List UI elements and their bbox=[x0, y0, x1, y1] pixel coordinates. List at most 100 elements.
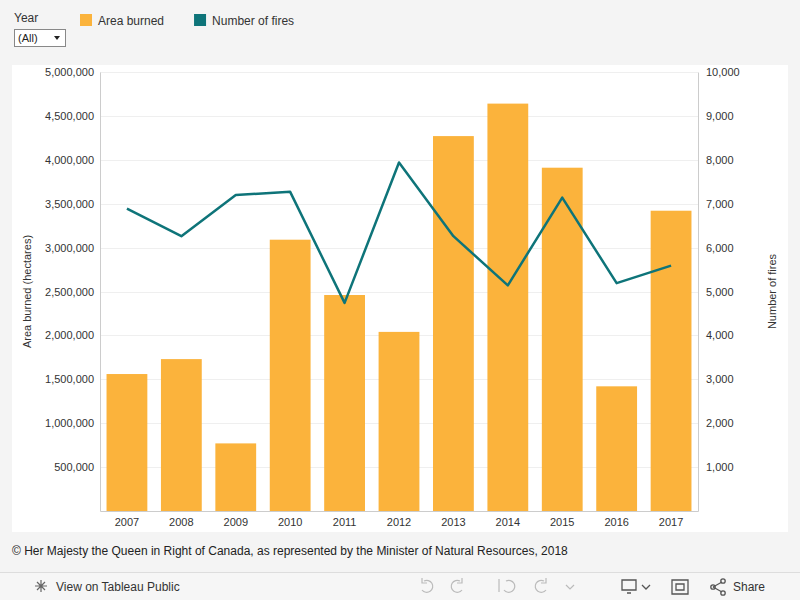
y2-tick-label: 1,000 bbox=[706, 461, 734, 473]
bar bbox=[324, 295, 365, 511]
x-tick-label: 2015 bbox=[550, 516, 574, 528]
x-axis-line bbox=[101, 511, 699, 512]
y-tick-label: 1,500,000 bbox=[45, 373, 94, 385]
y2-tick-label: 10,000 bbox=[706, 66, 740, 78]
y-tick: 5,000,000 bbox=[45, 66, 100, 78]
y2-tick-label: 3,000 bbox=[706, 373, 734, 385]
bar bbox=[379, 332, 420, 511]
y2-tick: 7,000 bbox=[698, 198, 734, 210]
legend-swatch bbox=[80, 14, 92, 26]
bar bbox=[215, 443, 256, 511]
share-dot[interactable] bbox=[721, 579, 725, 583]
y-tick: 1,500,000 bbox=[45, 373, 100, 385]
bar bbox=[487, 104, 528, 511]
y2-tick: 1,000 bbox=[698, 461, 734, 473]
tableau-icon[interactable] bbox=[35, 580, 47, 592]
x-tick-label: 2017 bbox=[659, 516, 683, 528]
x-tick-label: 2016 bbox=[604, 516, 628, 528]
bar bbox=[107, 374, 148, 511]
plot-marks bbox=[107, 104, 692, 511]
legend-label: Area burned bbox=[98, 14, 164, 28]
y2-tick: 2,000 bbox=[698, 417, 734, 429]
x-tick-label: 2012 bbox=[387, 516, 411, 528]
legend-label: Number of fires bbox=[212, 14, 294, 28]
x-tick: 2007 bbox=[115, 511, 139, 528]
x-tick: 2013 bbox=[441, 511, 465, 528]
x-tick-label: 2008 bbox=[169, 516, 193, 528]
filter-dropdown[interactable]: (All) bbox=[15, 30, 66, 47]
y-tick: 2,500,000 bbox=[45, 286, 100, 298]
y-tick: 500,000 bbox=[54, 461, 100, 473]
y-axis-line bbox=[100, 73, 101, 512]
copyright: © Her Majesty the Queen in Right of Cana… bbox=[12, 544, 568, 558]
x-tick: 2016 bbox=[604, 511, 628, 528]
bar-series bbox=[107, 104, 692, 511]
redo-icon[interactable] bbox=[451, 578, 462, 592]
y-tick: 2,000,000 bbox=[45, 329, 100, 341]
y-tick-label: 3,500,000 bbox=[45, 198, 94, 210]
toolbar-background bbox=[0, 572, 800, 600]
y2-axis-line bbox=[698, 73, 699, 512]
undo-icon[interactable] bbox=[422, 578, 433, 592]
y-tick-label: 4,000,000 bbox=[45, 154, 94, 166]
y-axis-title: Area burned (hectares) bbox=[21, 235, 33, 348]
grid-line bbox=[100, 72, 698, 73]
x-tick: 2014 bbox=[496, 511, 520, 528]
y2-tick-label: 8,000 bbox=[706, 154, 734, 166]
x-tick: 2011 bbox=[333, 511, 357, 528]
view-on-tableau-button[interactable]: View on Tableau Public bbox=[35, 580, 180, 594]
x-tick: 2008 bbox=[169, 511, 193, 528]
filter-value[interactable]: (All) bbox=[18, 32, 38, 44]
share-icon[interactable] bbox=[713, 582, 722, 592]
share-dot[interactable] bbox=[711, 585, 715, 589]
y-tick-label: 2,000,000 bbox=[45, 329, 94, 341]
chart-page: Year(All)Area burnedNumber of fires500,0… bbox=[0, 0, 800, 600]
pause-arrow[interactable] bbox=[566, 585, 574, 589]
chart-panel bbox=[12, 65, 788, 532]
bar bbox=[161, 359, 202, 511]
toolbar-icons[interactable] bbox=[422, 578, 574, 592]
grid-line bbox=[100, 204, 698, 205]
refresh-icon[interactable] bbox=[535, 578, 546, 592]
y2-tick-label: 2,000 bbox=[706, 417, 734, 429]
grid-line bbox=[100, 248, 698, 249]
y-tick-label: 1,000,000 bbox=[45, 417, 94, 429]
x-tick: 2009 bbox=[224, 511, 248, 528]
share-label[interactable]: Share bbox=[733, 580, 765, 594]
y2-tick-label: 5,000 bbox=[706, 286, 734, 298]
y2-tick-label: 7,000 bbox=[706, 198, 734, 210]
y-tick-label: 3,000,000 bbox=[45, 242, 94, 254]
y2-tick-label: 4,000 bbox=[706, 329, 734, 341]
legend-item: Number of fires bbox=[194, 14, 294, 28]
download-arrow[interactable] bbox=[642, 585, 650, 589]
bar bbox=[270, 240, 311, 511]
x-tick-label: 2013 bbox=[441, 516, 465, 528]
y-tick: 4,000,000 bbox=[45, 154, 100, 166]
view-on-tableau-label[interactable]: View on Tableau Public bbox=[56, 580, 180, 594]
y-tick-label: 500,000 bbox=[54, 461, 94, 473]
toolbar-border bbox=[0, 572, 800, 573]
y-tick-label: 5,000,000 bbox=[45, 66, 94, 78]
revert-icon[interactable] bbox=[499, 579, 515, 592]
download-icon[interactable] bbox=[622, 580, 636, 593]
x-tick: 2017 bbox=[659, 511, 683, 528]
y-tick-label: 2,500,000 bbox=[45, 286, 94, 298]
filter-arrow[interactable] bbox=[54, 36, 60, 40]
x-tick: 2015 bbox=[550, 511, 574, 528]
x-tick: 2012 bbox=[387, 511, 411, 528]
grid-line bbox=[100, 116, 698, 117]
fullscreen-icon[interactable] bbox=[672, 580, 688, 594]
x-tick-label: 2014 bbox=[496, 516, 520, 528]
x-tick-label: 2007 bbox=[115, 516, 139, 528]
x-axis: 2007200820092010201120122013201420152016… bbox=[101, 511, 699, 528]
y2-tick-label: 9,000 bbox=[706, 110, 734, 122]
toolbar-icons-active[interactable] bbox=[622, 579, 725, 595]
share-dot[interactable] bbox=[721, 591, 725, 595]
filter-box[interactable] bbox=[15, 30, 66, 47]
page-background bbox=[0, 0, 800, 600]
y-tick: 4,500,000 bbox=[45, 110, 100, 122]
y-tick: 1,000,000 bbox=[45, 417, 100, 429]
y2-tick: 9,000 bbox=[698, 110, 734, 122]
bar bbox=[596, 386, 637, 511]
line bbox=[127, 162, 671, 302]
